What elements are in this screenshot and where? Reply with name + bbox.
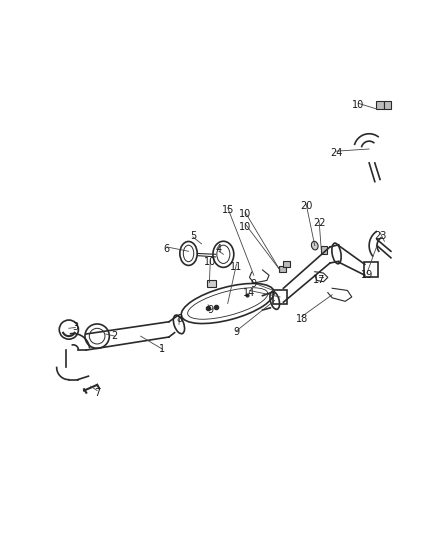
FancyBboxPatch shape [384,101,391,109]
Text: 8: 8 [177,314,183,324]
Text: 23: 23 [374,231,386,241]
Text: 22: 22 [313,218,325,228]
Text: 15: 15 [222,205,234,215]
Text: 14: 14 [244,288,256,297]
FancyBboxPatch shape [283,261,290,268]
FancyBboxPatch shape [321,246,327,254]
Text: 9: 9 [251,279,257,289]
Text: 10: 10 [204,257,216,267]
Text: 11: 11 [230,262,243,271]
Text: 5: 5 [190,231,196,241]
Text: 3: 3 [72,322,78,333]
FancyBboxPatch shape [376,101,384,109]
Text: 9: 9 [233,327,240,337]
Text: 10: 10 [239,222,251,232]
FancyBboxPatch shape [207,280,215,287]
Text: 7: 7 [94,387,100,398]
Text: 6: 6 [164,244,170,254]
Text: 18: 18 [296,314,308,324]
Text: 10: 10 [239,209,251,219]
Text: 17: 17 [313,274,325,285]
Text: 20: 20 [300,200,312,211]
Text: 19: 19 [361,270,373,280]
Text: 4: 4 [216,244,222,254]
Text: 10: 10 [352,100,364,110]
Text: 2: 2 [111,331,118,341]
Ellipse shape [311,241,318,250]
Text: 9: 9 [207,305,213,315]
FancyBboxPatch shape [279,266,286,272]
Text: 24: 24 [330,148,343,158]
Text: 1: 1 [159,344,166,354]
